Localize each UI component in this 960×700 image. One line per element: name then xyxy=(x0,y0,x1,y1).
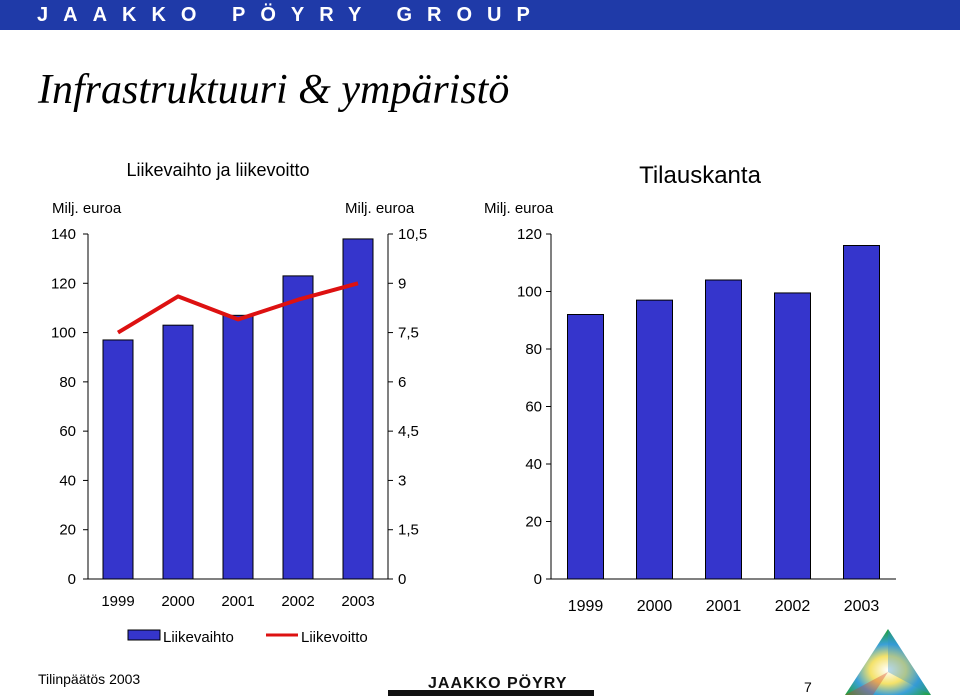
chart1-left-tick-label: 60 xyxy=(59,423,76,440)
chart1-title: Liikevaihto ja liikevoitto xyxy=(126,160,309,180)
legend-label-liikevaihto: Liikevaihto xyxy=(163,629,234,646)
legend-swatch-liikevaihto xyxy=(127,629,161,641)
chart2-x-tick-label: 2002 xyxy=(775,598,811,615)
logo-underline xyxy=(388,690,594,696)
chart2-bar xyxy=(567,314,604,580)
chart1-x-tick-label: 2002 xyxy=(281,593,314,610)
chart1-left-tick-label: 40 xyxy=(59,472,76,489)
chart1-right-tick-label: 7,5 xyxy=(398,325,419,342)
chart1-right-tick-label: 4,5 xyxy=(398,423,419,440)
triangle-logo-icon xyxy=(845,629,931,695)
chart2-x-tick-label: 2001 xyxy=(706,598,742,615)
chart1-right-tick-label: 10,5 xyxy=(398,226,427,243)
brand-header-text: JAAKKO PÖYRY GROUP xyxy=(37,4,545,26)
chart2-left-tick-label: 80 xyxy=(525,341,542,358)
chart1-bar xyxy=(162,324,194,580)
chart2-bar xyxy=(843,245,880,580)
page-title: Infrastruktuuri & ympäristö xyxy=(38,67,510,113)
chart1-right-tick-label: 3 xyxy=(398,472,406,489)
legend-label-liikevoitto: Liikevoitto xyxy=(301,629,368,646)
chart2-left-tick-label: 40 xyxy=(525,456,542,473)
chart1-bar xyxy=(342,238,374,580)
chart1-right-unit: Milj. euroa xyxy=(345,200,415,217)
chart1-bar xyxy=(222,314,254,580)
chart1-left-tick-label: 80 xyxy=(59,374,76,391)
chart1-right-tick-label: 6 xyxy=(398,374,406,391)
chart1-bar xyxy=(102,339,134,580)
chart2-x-tick-label: 1999 xyxy=(568,598,604,615)
chart2-bar xyxy=(705,279,742,580)
brand-header-bar: JAAKKO PÖYRY GROUP xyxy=(0,0,960,30)
chart1-right-tick-label: 9 xyxy=(398,275,406,292)
chart2-left-tick-label: 120 xyxy=(517,226,542,243)
chart1-left-tick-label: 100 xyxy=(51,325,76,342)
chart2-bar xyxy=(636,299,673,580)
chart1-right-tick-label: 1,5 xyxy=(398,522,419,539)
chart2-left-unit: Milj. euroa xyxy=(484,200,554,217)
chart1-left-tick-label: 140 xyxy=(51,226,76,243)
chart1-right-tick-label: 0 xyxy=(398,571,406,588)
footer-label: Tilinpäätös 2003 xyxy=(38,671,141,687)
chart1-left-tick-label: 120 xyxy=(51,275,76,292)
chart2-left-tick-label: 100 xyxy=(517,284,542,301)
page-number: 7 xyxy=(804,679,812,695)
logo-text: JAAKKO PÖYRY xyxy=(428,675,568,692)
chart2-left-tick-label: 20 xyxy=(525,514,542,531)
chart1-x-tick-label: 2001 xyxy=(221,593,254,610)
company-logo: JAAKKO PÖYRY xyxy=(388,674,594,696)
chart2-left-tick-label: 0 xyxy=(534,571,542,588)
chart2-title: Tilauskanta xyxy=(639,162,761,189)
chart1-left-unit: Milj. euroa xyxy=(52,200,122,217)
chart1-left-tick-label: 0 xyxy=(68,571,76,588)
chart1-x-tick-label: 2003 xyxy=(341,593,374,610)
chart1-line-series xyxy=(116,281,359,335)
chart1-x-tick-label: 2000 xyxy=(161,593,194,610)
chart2-x-tick-label: 2003 xyxy=(844,598,880,615)
chart2-left-tick-label: 60 xyxy=(525,399,542,416)
chart1-left-tick-label: 20 xyxy=(59,522,76,539)
chart1-x-tick-label: 1999 xyxy=(101,593,134,610)
chart2-x-tick-label: 2000 xyxy=(637,598,673,615)
chart1-bar xyxy=(282,275,314,580)
chart2-bar xyxy=(774,292,811,580)
